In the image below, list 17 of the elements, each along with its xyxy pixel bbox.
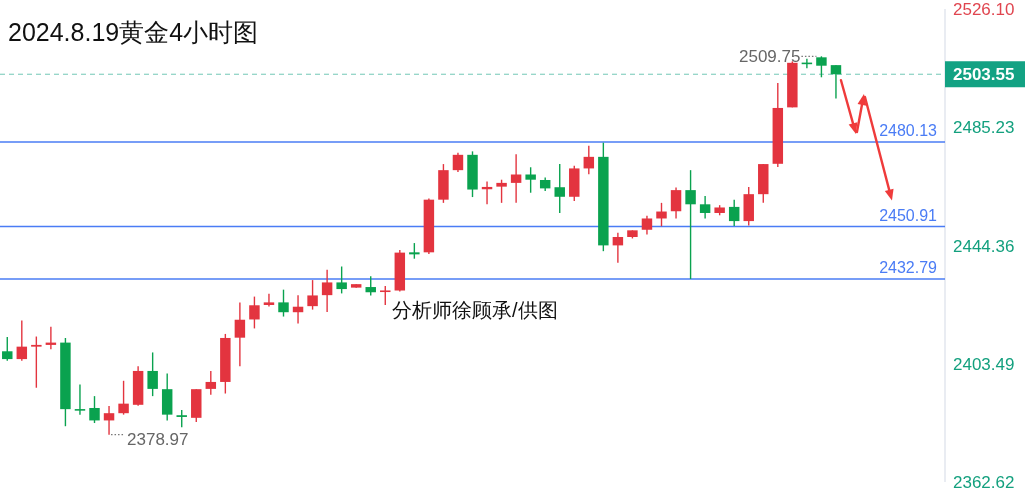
title: 2024.8.19黄金4小时图 bbox=[8, 18, 259, 46]
y-tick-label: 2485.23 bbox=[953, 118, 1015, 138]
ref-line-label: 2480.13 bbox=[879, 122, 938, 140]
y-tick-label: 2526.10 bbox=[953, 0, 1015, 19]
ref-line: 2450.91 bbox=[0, 206, 946, 228]
annotation: 分析师徐顾承/供图 bbox=[392, 299, 558, 321]
ref-line-label: 2503.55 bbox=[953, 65, 1015, 85]
ref-line: 2503.55 bbox=[0, 61, 1025, 88]
annotation: 2378.97 bbox=[110, 429, 189, 449]
y-tick-label: 2444.36 bbox=[953, 236, 1015, 256]
annotation: 2378.97 bbox=[127, 429, 189, 449]
ref-line: 2432.79 bbox=[0, 259, 946, 280]
ref-line: 2480.13 bbox=[0, 122, 946, 143]
ref-line-label: 2450.91 bbox=[879, 206, 938, 224]
ref-line-label: 2432.79 bbox=[879, 258, 938, 276]
y-tick-label: 2362.62 bbox=[953, 473, 1015, 491]
y-tick-label: 2403.49 bbox=[953, 354, 1015, 374]
